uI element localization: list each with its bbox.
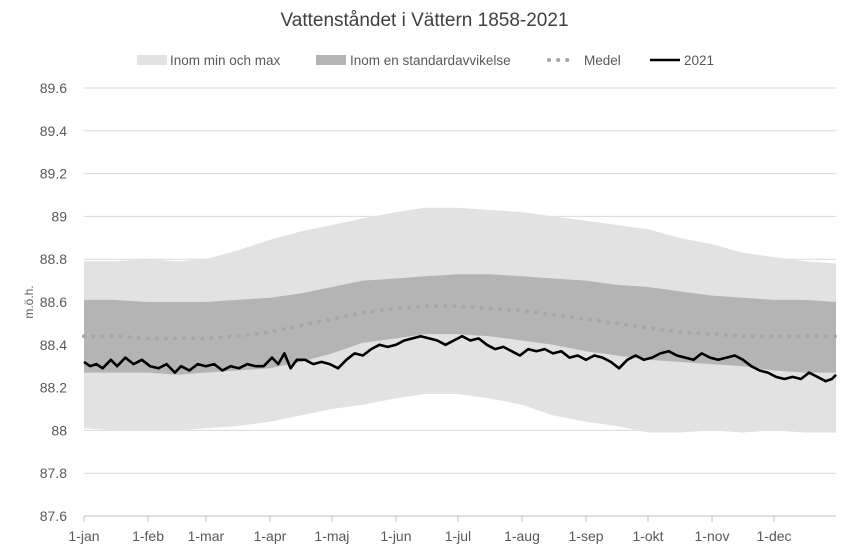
legend-label: Inom min och max [170, 53, 281, 68]
chart-title: Vattenståndet i Vättern 1858-2021 [280, 10, 569, 31]
x-tick-label: 1-feb [132, 528, 164, 544]
bands [84, 207, 836, 433]
y-tick-label: 88.6 [40, 294, 67, 310]
x-tick-label: 1-aug [504, 528, 540, 544]
y-tick-label: 89 [51, 208, 67, 224]
x-tick-label: 1-jan [68, 528, 99, 544]
axes: 87.6 87.8 88 88.2 88.4 88.6 88.8 89 89.2 89.4 89.6… [40, 80, 836, 544]
x-tick-label: 1-sep [569, 528, 604, 544]
x-tick-label: 1-mar [188, 528, 225, 544]
x-tick-label: 1-maj [314, 528, 349, 544]
y-tick-label: 88 [51, 422, 67, 438]
x-tick-label: 1-dec [757, 528, 792, 544]
stddev-band [84, 274, 836, 375]
y-tick-label: 87.8 [40, 465, 67, 481]
y-tick-label: 88.8 [40, 251, 67, 267]
x-tick-label: 1-apr [254, 528, 287, 544]
legend: Inom min och max Inom en standardavvikels… [137, 53, 714, 68]
legend-label: Inom en standardavvikelse [350, 53, 511, 68]
y-tick-label: 88.2 [40, 380, 67, 396]
legend-swatch [316, 55, 346, 65]
legend-label: Medel [584, 53, 621, 68]
x-tick-label: 1-okt [632, 528, 663, 544]
legend-swatch [137, 55, 167, 65]
y-tick-label: 89.2 [40, 166, 67, 182]
y-tick-label: 89.6 [40, 80, 67, 96]
line-2021 [83, 334, 837, 383]
x-tick-label: 1-nov [695, 528, 730, 544]
x-tick-label: 1-jul [445, 528, 471, 544]
legend-label: 2021 [684, 53, 714, 68]
lines [82, 304, 838, 383]
x-tick-label: 1-jun [380, 528, 411, 544]
y-tick-label: 88.4 [40, 337, 67, 353]
y-axis-label: m.ö.h. [22, 285, 36, 318]
y-tick-label: 89.4 [40, 123, 67, 139]
y-tick-label: 87.6 [40, 508, 67, 524]
